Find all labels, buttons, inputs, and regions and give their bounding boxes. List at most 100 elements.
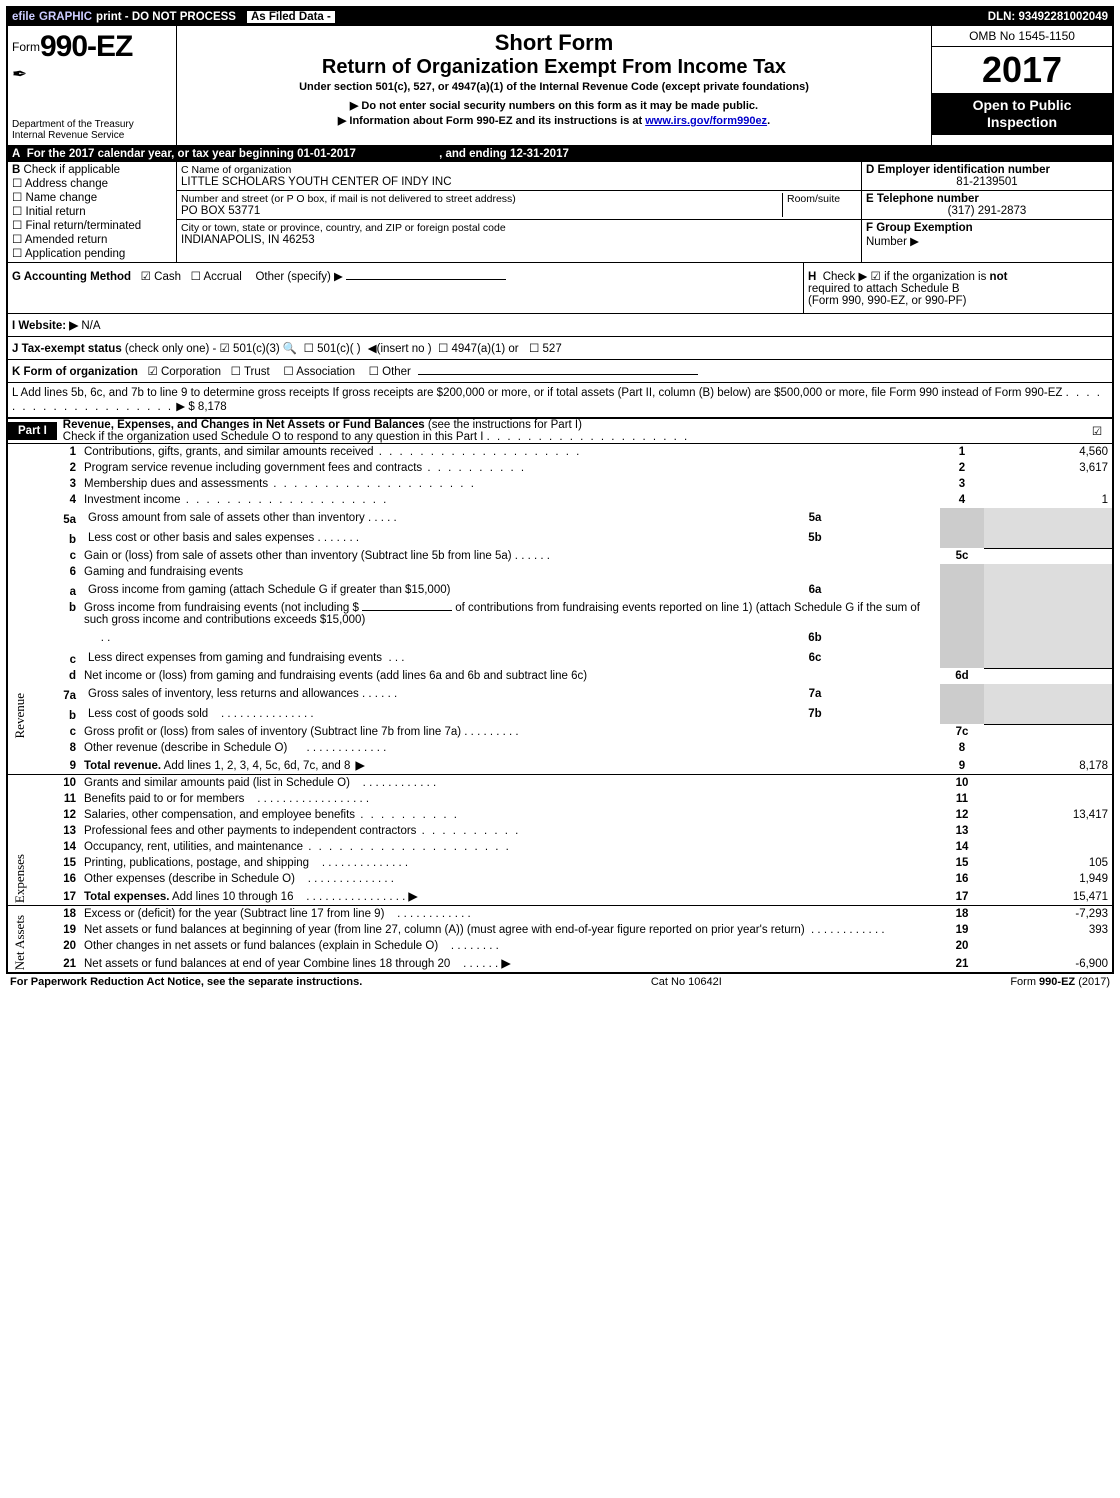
- footer-left: For Paperwork Reduction Act Notice, see …: [10, 976, 362, 988]
- ln8-num: 8: [36, 740, 80, 756]
- chk-other-org[interactable]: Other: [369, 364, 411, 378]
- chk-final[interactable]: Final return/terminated: [12, 218, 141, 232]
- ln1-desc: Contributions, gifts, grants, and simila…: [84, 446, 374, 458]
- ln8-amt: [984, 740, 1112, 756]
- ln17-rt: 17: [940, 887, 984, 906]
- ln15-rt: 15: [940, 855, 984, 871]
- dots-icon: [487, 431, 690, 443]
- chk-address[interactable]: Address change: [12, 176, 108, 190]
- ln19-rt: 19: [940, 922, 984, 938]
- dln-label: DLN:: [988, 11, 1015, 23]
- ln7c-desc: Gross profit or (loss) from sales of inv…: [84, 726, 461, 738]
- chk-cash[interactable]: Cash: [141, 271, 181, 283]
- efile-topbar: efile GRAPHIC print - DO NOT PROCESS As …: [8, 8, 1112, 26]
- form-number: 990-EZ: [40, 30, 132, 63]
- ln12-desc: Salaries, other compensation, and employ…: [84, 809, 355, 821]
- ln7c-num: c: [36, 724, 80, 740]
- ln17-desc2: Add lines 10 through 16: [169, 891, 293, 903]
- footer-right-bold: 990-EZ: [1036, 976, 1078, 988]
- ln15-desc: Printing, publications, postage, and shi…: [84, 857, 309, 869]
- ln18-num: 18: [36, 906, 80, 923]
- chk-h[interactable]: [871, 271, 885, 283]
- return-title: Return of Organization Exempt From Incom…: [183, 56, 925, 79]
- ln13-amt: [984, 823, 1112, 839]
- ln18-desc: Excess or (deficit) for the year (Subtra…: [84, 908, 384, 920]
- ln5a-desc: Gross amount from sale of assets other t…: [88, 512, 365, 524]
- footer-center: Cat No 10642I: [651, 976, 722, 988]
- line-a-row: A For the 2017 calendar year, or tax yea…: [8, 146, 1112, 162]
- ln7a-desc: Gross sales of inventory, less returns a…: [88, 688, 359, 700]
- line-h-text3: required to attach Schedule B: [808, 283, 960, 295]
- ln10-desc: Grants and similar amounts paid (list in…: [84, 777, 350, 789]
- ln3-desc: Membership dues and assessments: [84, 478, 268, 490]
- website-value: N/A: [81, 320, 100, 332]
- ln18-amt: -7,293: [984, 906, 1112, 923]
- ln10-amt: [984, 775, 1112, 792]
- ln9-desc2: Add lines 1, 2, 3, 4, 5c, 6d, 7c, and 8: [161, 760, 350, 772]
- irs-link[interactable]: www.irs.gov/form990ez: [645, 115, 767, 127]
- ln6d-desc: Net income or (loss) from gaming and fun…: [84, 670, 587, 682]
- graphic-link[interactable]: GRAPHIC: [39, 11, 92, 23]
- line-l-value: $ 8,178: [188, 401, 226, 413]
- ln9-desc: Total revenue.: [84, 760, 161, 772]
- ln7c-rt: 7c: [940, 724, 984, 740]
- ln5c-desc: Gain or (loss) from sale of assets other…: [84, 550, 512, 562]
- ln2-amt: 3,617: [984, 460, 1112, 476]
- box-f-label: F Group Exemption: [866, 222, 973, 234]
- ln1-rt: 1: [940, 444, 984, 460]
- chk-amended[interactable]: Amended return: [12, 232, 107, 246]
- ln9-num: 9: [36, 756, 80, 775]
- line-k-label: K Form of organization: [12, 366, 138, 378]
- info-note-prefix: ▶ Information about Form 990-EZ and its …: [338, 115, 645, 127]
- ln5b-num: b: [36, 528, 80, 548]
- line-a-begin: 01-01-2017: [297, 148, 356, 160]
- line-l-text: L Add lines 5b, 6c, and 7b to line 9 to …: [12, 387, 1062, 399]
- chk-4947[interactable]: 4947(a)(1) or: [438, 341, 519, 355]
- ln5b-desc: Less cost or other basis and sales expen…: [88, 532, 314, 544]
- footer-right: Form: [1010, 976, 1036, 988]
- chk-501c3[interactable]: 501(c)(3): [220, 343, 280, 355]
- ln14-rt: 14: [940, 839, 984, 855]
- line-g-label: G Accounting Method: [12, 271, 131, 283]
- chk-corp[interactable]: Corporation: [147, 366, 221, 378]
- line-j-label: J Tax-exempt status: [12, 343, 122, 355]
- chk-initial[interactable]: Initial return: [12, 204, 86, 218]
- ln13-num: 13: [36, 823, 80, 839]
- ln7b-desc: Less cost of goods sold: [88, 708, 208, 720]
- subtitle: Under section 501(c), 527, or 4947(a)(1)…: [183, 81, 925, 93]
- print-link[interactable]: print - DO NOT PROCESS: [96, 11, 236, 23]
- ln7b-num: b: [36, 704, 80, 724]
- org-name: LITTLE SCHOLARS YOUTH CENTER OF INDY INC: [181, 176, 857, 188]
- chk-pending[interactable]: Application pending: [12, 246, 125, 260]
- ln21-num: 21: [36, 954, 80, 972]
- street-label: Number and street (or P O box, if mail i…: [181, 193, 782, 205]
- efile-link[interactable]: efile: [12, 11, 35, 23]
- chk-trust[interactable]: Trust: [231, 364, 270, 378]
- open-public-2: Inspection: [987, 114, 1057, 130]
- ln11-amt: [984, 791, 1112, 807]
- chk-527[interactable]: 527: [529, 341, 562, 355]
- omb-number: OMB No 1545-1150: [932, 26, 1112, 47]
- line-h-not: not: [990, 271, 1008, 283]
- line-a-label: A: [12, 148, 20, 160]
- chk-name[interactable]: Name change: [12, 190, 97, 204]
- ln20-amt: [984, 938, 1112, 954]
- ln4-amt: 1: [984, 492, 1112, 508]
- ln6d-num: d: [36, 668, 80, 684]
- ln20-num: 20: [36, 938, 80, 954]
- box-c-label: C Name of organization: [181, 164, 857, 176]
- chk-501c[interactable]: 501(c)( ): [304, 341, 361, 355]
- chk-assoc[interactable]: Association: [283, 364, 355, 378]
- ln12-rt: 12: [940, 807, 984, 823]
- ln15-amt: 105: [984, 855, 1112, 871]
- irs-label: Internal Revenue Service: [12, 130, 172, 141]
- ln2-desc: Program service revenue including govern…: [84, 462, 422, 474]
- part1-check[interactable]: ☑: [1082, 424, 1112, 438]
- ln6-desc: Gaming and fundraising events: [84, 566, 243, 578]
- ln6a-in: 6a: [792, 582, 838, 598]
- ln21-desc: Net assets or fund balances at end of ye…: [84, 958, 450, 970]
- part1-subline: Check if the organization used Schedule …: [63, 431, 484, 443]
- ln14-desc: Occupancy, rent, utilities, and maintena…: [84, 841, 303, 853]
- chk-accrual[interactable]: Accrual: [191, 269, 242, 283]
- line-j-text: (check only one) -: [125, 343, 216, 355]
